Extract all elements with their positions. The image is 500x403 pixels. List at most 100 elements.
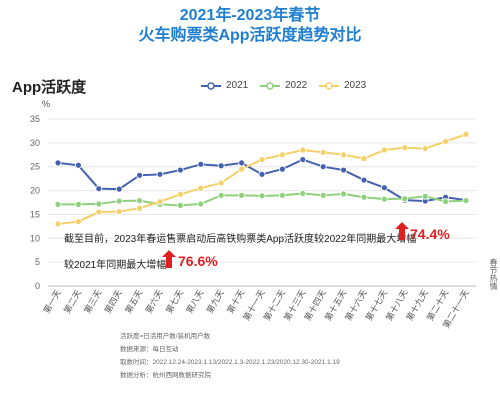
- data-point-2022: [136, 197, 144, 204]
- data-point-2022: [442, 198, 450, 205]
- data-point-2023: [380, 146, 388, 154]
- data-point-2023: [278, 151, 286, 159]
- data-point-2023: [115, 208, 123, 215]
- data-point-2021: [380, 184, 388, 192]
- data-point-2022: [115, 197, 123, 205]
- increase-pct-2021: 76.6%: [178, 253, 218, 269]
- data-point-2021: [258, 170, 266, 178]
- data-point-2022: [54, 201, 62, 208]
- legend-item-2021[interactable]: 2021: [200, 80, 248, 91]
- data-point-2023: [462, 130, 470, 138]
- increase-pct-2022: 74.4%: [410, 226, 450, 242]
- data-point-2023: [421, 145, 429, 152]
- data-point-2022: [380, 195, 388, 203]
- legend-swatch-2021: [201, 81, 221, 90]
- x-tick-label: 第八天: [184, 288, 206, 316]
- y-axis-unit: %: [42, 99, 51, 109]
- data-point-2023: [238, 165, 246, 173]
- data-point-2021: [217, 162, 225, 170]
- data-point-2022: [360, 193, 368, 201]
- data-point-2022: [401, 195, 409, 203]
- data-point-2022: [319, 191, 327, 199]
- callout-line2: 较2021年同期最大增幅: [64, 260, 167, 271]
- data-point-2021: [156, 170, 164, 178]
- data-point-2023: [299, 146, 307, 154]
- data-point-2021: [115, 185, 123, 193]
- legend-label-2022: 2022: [285, 80, 308, 91]
- data-point-2022: [238, 191, 246, 199]
- data-point-2022: [75, 201, 82, 208]
- data-point-2021: [299, 156, 307, 163]
- up-arrow-icon: [162, 250, 176, 268]
- x-tick-label: 第十天: [225, 288, 247, 316]
- y-tick-label: 30: [30, 138, 40, 148]
- data-point-2023: [319, 148, 327, 156]
- data-point-2023: [54, 220, 62, 228]
- data-point-2021: [136, 171, 144, 179]
- data-point-2023: [258, 156, 266, 163]
- note-source: 数据来源：每日互动: [120, 346, 179, 353]
- legend-swatch-2023: [319, 81, 339, 90]
- x-tick-label: 第五天: [123, 288, 145, 316]
- data-point-2023: [136, 204, 144, 212]
- data-point-2021: [54, 159, 62, 167]
- y-tick-label: 0: [35, 281, 40, 291]
- legend-label-2021: 2021: [226, 80, 249, 91]
- y-tick-label: 15: [30, 209, 40, 219]
- data-point-2022: [217, 191, 225, 199]
- data-point-2023: [95, 208, 103, 216]
- data-point-2021: [176, 166, 184, 174]
- data-point-2022: [258, 192, 266, 200]
- x-tick-label: 第四天: [103, 288, 125, 316]
- data-point-2022: [340, 190, 348, 198]
- data-point-2023: [75, 218, 82, 225]
- data-point-2022: [197, 200, 205, 208]
- data-point-2022: [278, 191, 286, 199]
- data-point-2021: [75, 161, 82, 169]
- data-point-2021: [238, 159, 246, 167]
- data-point-2023: [442, 138, 450, 145]
- data-point-2021: [360, 176, 368, 184]
- up-arrow-icon: [395, 222, 409, 240]
- data-point-2022: [176, 201, 184, 209]
- x-tick-label: 第二天: [62, 288, 84, 316]
- data-point-2023: [340, 151, 348, 159]
- data-point-2021: [197, 160, 205, 168]
- y-tick-label: 25: [30, 162, 40, 172]
- y-tick-label: 5: [35, 257, 40, 267]
- data-point-2023: [176, 190, 184, 198]
- data-point-2023: [360, 155, 368, 163]
- x-tick-label: 第七天: [164, 288, 186, 316]
- data-point-2021: [95, 185, 103, 193]
- legend-item-2022[interactable]: 2022: [259, 80, 307, 91]
- callout-line1: 截至目前，2023年春运售票启动后高铁购票类App活跃度较2022年同期最大增幅: [64, 234, 417, 245]
- data-point-2023: [197, 184, 205, 192]
- data-point-2023: [401, 144, 409, 152]
- data-point-2022: [462, 197, 470, 204]
- chart-title-line2: 火车购票类App活跃度趋势对比: [138, 27, 362, 44]
- y-tick-label: 10: [30, 233, 40, 243]
- data-point-2021: [340, 166, 348, 174]
- x-tick-label: 第九天: [205, 288, 227, 316]
- note-period: 取数时间：2022.12.24-2023.1.13/2022.1.3-2022.…: [120, 359, 340, 366]
- chart-title-line1: 2021年-2023年春节: [179, 7, 321, 24]
- side-brand-mark: 春节热情: [489, 258, 498, 290]
- x-tick-label: 第一天: [41, 288, 63, 316]
- data-point-2021: [278, 165, 286, 173]
- legend-item-2023[interactable]: 2023: [318, 80, 366, 91]
- data-point-2022: [299, 190, 307, 197]
- note-definition: 活跃度=日活用户数/装机用户数: [120, 333, 211, 340]
- x-tick-label: 第六天: [143, 288, 165, 316]
- legend-swatch-2022: [260, 81, 280, 90]
- y-axis-heading: App活跃度: [12, 79, 87, 96]
- y-tick-label: 35: [30, 114, 40, 124]
- data-point-2023: [156, 198, 164, 205]
- data-point-2022: [95, 200, 103, 208]
- data-point-2023: [217, 179, 225, 187]
- data-point-2022: [421, 192, 429, 200]
- legend-label-2023: 2023: [344, 80, 367, 91]
- note-analysis: 数据分析：杭州西网数据研究院: [120, 372, 211, 379]
- data-point-2021: [319, 163, 327, 171]
- y-tick-label: 20: [30, 186, 40, 196]
